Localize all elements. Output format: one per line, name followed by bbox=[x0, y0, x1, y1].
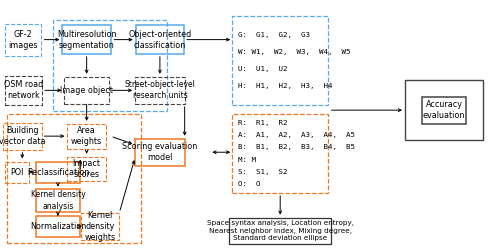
Text: Impact
scores: Impact scores bbox=[72, 159, 101, 179]
Text: Street-object-level
research units: Street-object-level research units bbox=[124, 80, 196, 100]
Bar bbox=[405, 80, 483, 140]
Bar bbox=[68, 157, 106, 182]
Text: Accuracy
evaluation: Accuracy evaluation bbox=[423, 100, 465, 120]
Text: Normalization: Normalization bbox=[30, 222, 86, 231]
Text: Area
weights: Area weights bbox=[71, 126, 102, 146]
Bar bbox=[54, 20, 168, 112]
Text: M: M: M: M bbox=[238, 157, 256, 163]
Bar bbox=[36, 216, 80, 237]
Text: Space syntax analysis, Location entropy,
Nearest neighbor index, Mixing degree,
: Space syntax analysis, Location entropy,… bbox=[206, 220, 354, 242]
Text: G:  G1,  G2,  G3: G: G1, G2, G3 bbox=[238, 32, 310, 38]
Bar bbox=[230, 218, 331, 244]
Text: S:  S1,  S2: S: S1, S2 bbox=[238, 169, 288, 175]
Text: O:  O: O: O bbox=[238, 182, 260, 188]
Text: POI: POI bbox=[10, 168, 24, 176]
Bar bbox=[8, 114, 141, 242]
Text: Building
vector data: Building vector data bbox=[0, 126, 46, 146]
Text: Kernel
density
weights: Kernel density weights bbox=[84, 211, 116, 242]
Bar bbox=[136, 26, 184, 54]
Text: A:  A1,  A2,  A3,  A4,  A5: A: A1, A2, A3, A4, A5 bbox=[238, 132, 355, 138]
Bar bbox=[135, 77, 184, 104]
Text: Scoring evaluation
model: Scoring evaluation model bbox=[122, 142, 198, 162]
Text: Multiresolution
segmentation: Multiresolution segmentation bbox=[57, 30, 116, 50]
Bar bbox=[422, 96, 467, 124]
Bar bbox=[62, 26, 111, 54]
Bar bbox=[4, 76, 42, 104]
Text: GF-2
images: GF-2 images bbox=[8, 30, 38, 50]
Bar bbox=[36, 162, 80, 182]
Text: Reclassification: Reclassification bbox=[27, 168, 89, 176]
Bar bbox=[232, 114, 328, 193]
Text: Kernel density
analysis: Kernel density analysis bbox=[30, 190, 86, 210]
Bar bbox=[3, 122, 42, 150]
Text: W: W1,  W2,  W3,  W4,  W5: W: W1, W2, W3, W4, W5 bbox=[238, 49, 350, 55]
Text: OSM road
network: OSM road network bbox=[4, 80, 43, 100]
Bar bbox=[80, 213, 120, 240]
Text: U:  U1,  U2: U: U1, U2 bbox=[238, 66, 288, 72]
Bar bbox=[36, 189, 80, 212]
Bar bbox=[6, 24, 41, 56]
Bar bbox=[232, 16, 328, 105]
Text: B:  B1,  B2,  B3,  B4,  B5: B: B1, B2, B3, B4, B5 bbox=[238, 144, 355, 150]
Text: R:  R1,  R2: R: R1, R2 bbox=[238, 120, 288, 126]
Bar bbox=[68, 124, 106, 148]
Text: Image object: Image object bbox=[60, 86, 113, 95]
Text: Object-oriented
classification: Object-oriented classification bbox=[128, 30, 192, 50]
Bar bbox=[6, 162, 29, 182]
Text: H:  H1,  H2,  H3,  H4: H: H1, H2, H3, H4 bbox=[238, 83, 332, 89]
Bar bbox=[64, 77, 109, 104]
Bar bbox=[135, 138, 184, 166]
